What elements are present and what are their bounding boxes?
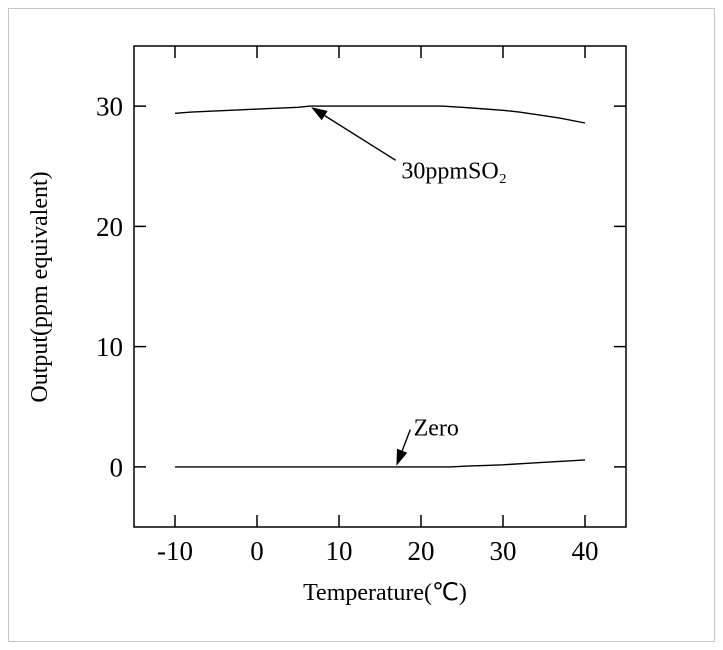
x-tick-label: 40 xyxy=(572,536,599,566)
x-tick-label: -10 xyxy=(157,536,193,566)
annotations: 30ppmSO₂ Zero xyxy=(311,107,507,466)
x-tick-label: 10 xyxy=(326,536,353,566)
x-tick-label: 0 xyxy=(250,536,264,566)
series-label-30ppmso2: 30ppmSO₂ xyxy=(401,158,507,184)
y-tick-label: 10 xyxy=(96,332,123,362)
y-axis-label: Output(ppm equivalent) xyxy=(27,171,53,402)
arrowhead-icon xyxy=(311,107,328,121)
series-line-30ppmso2 xyxy=(174,105,586,124)
annotation-arrow-zero xyxy=(401,429,411,452)
tick-marks xyxy=(134,46,626,527)
series-label-zero: Zero xyxy=(414,416,459,442)
x-axis-label: Temperature(℃) xyxy=(303,580,467,606)
x-tick-label: 20 xyxy=(408,536,435,566)
y-tick-label: 0 xyxy=(110,452,124,482)
outer-frame xyxy=(8,8,715,642)
x-tick-label: 30 xyxy=(490,536,517,566)
arrowhead-icon xyxy=(396,448,408,466)
y-tick-label: 20 xyxy=(96,212,123,242)
tick-labels: -10 0 10 20 30 40 0 10 20 30 xyxy=(96,92,599,566)
series-line-zero xyxy=(175,459,586,468)
y-tick-label: 30 xyxy=(96,92,123,122)
plot-area-border xyxy=(133,45,627,528)
series-lines xyxy=(174,105,586,468)
annotation-arrow-30ppmso2 xyxy=(324,115,396,161)
